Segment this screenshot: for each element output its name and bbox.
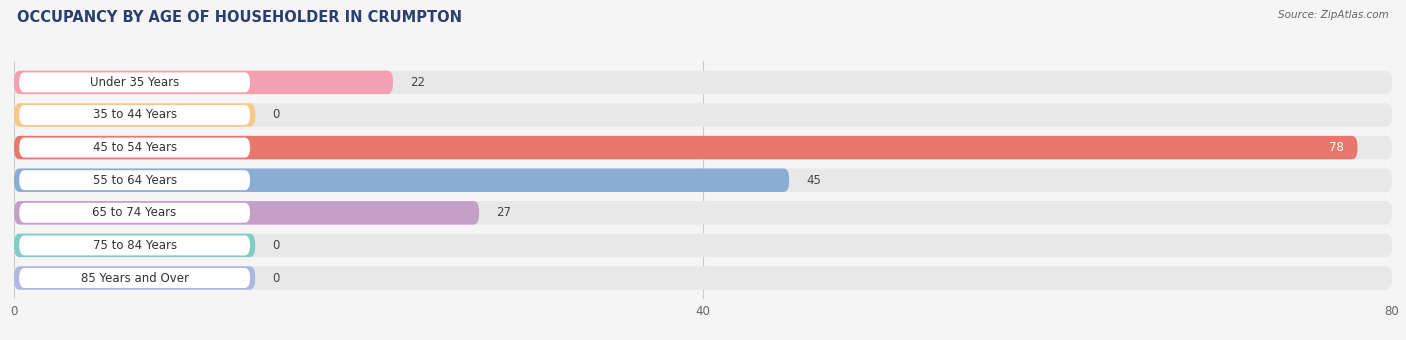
FancyBboxPatch shape (14, 71, 1392, 94)
FancyBboxPatch shape (14, 168, 1392, 192)
Text: 85 Years and Over: 85 Years and Over (80, 272, 188, 285)
FancyBboxPatch shape (14, 136, 1392, 159)
Text: 27: 27 (496, 206, 512, 219)
Text: 0: 0 (273, 108, 280, 121)
FancyBboxPatch shape (20, 203, 250, 223)
Text: 75 to 84 Years: 75 to 84 Years (93, 239, 177, 252)
FancyBboxPatch shape (14, 266, 256, 290)
FancyBboxPatch shape (14, 201, 1392, 224)
FancyBboxPatch shape (20, 235, 250, 255)
FancyBboxPatch shape (14, 103, 256, 127)
FancyBboxPatch shape (14, 136, 1358, 159)
Text: 65 to 74 Years: 65 to 74 Years (93, 206, 177, 219)
FancyBboxPatch shape (14, 234, 256, 257)
Text: 35 to 44 Years: 35 to 44 Years (93, 108, 177, 121)
FancyBboxPatch shape (14, 234, 1392, 257)
Text: OCCUPANCY BY AGE OF HOUSEHOLDER IN CRUMPTON: OCCUPANCY BY AGE OF HOUSEHOLDER IN CRUMP… (17, 10, 463, 25)
Text: 0: 0 (273, 272, 280, 285)
FancyBboxPatch shape (14, 201, 479, 224)
FancyBboxPatch shape (20, 268, 250, 288)
Text: 45 to 54 Years: 45 to 54 Years (93, 141, 177, 154)
FancyBboxPatch shape (20, 105, 250, 125)
FancyBboxPatch shape (14, 103, 1392, 127)
Text: 45: 45 (807, 174, 821, 187)
Text: 55 to 64 Years: 55 to 64 Years (93, 174, 177, 187)
Text: Source: ZipAtlas.com: Source: ZipAtlas.com (1278, 10, 1389, 20)
Text: 0: 0 (273, 239, 280, 252)
FancyBboxPatch shape (14, 168, 789, 192)
FancyBboxPatch shape (14, 71, 394, 94)
FancyBboxPatch shape (20, 170, 250, 190)
Text: Under 35 Years: Under 35 Years (90, 76, 179, 89)
FancyBboxPatch shape (20, 72, 250, 92)
Text: 22: 22 (411, 76, 425, 89)
FancyBboxPatch shape (20, 138, 250, 157)
Text: 78: 78 (1329, 141, 1344, 154)
FancyBboxPatch shape (14, 266, 1392, 290)
